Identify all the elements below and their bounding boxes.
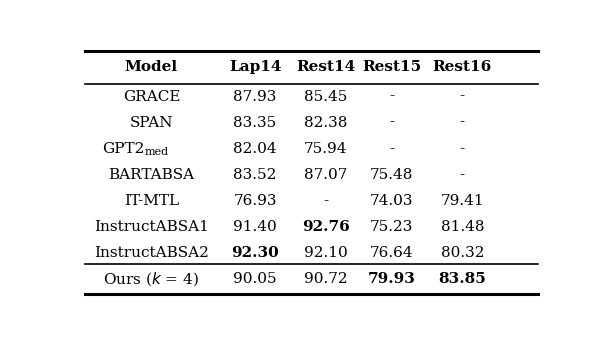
Text: 82.04: 82.04 (233, 142, 277, 156)
Text: 87.93: 87.93 (233, 90, 277, 104)
Text: 90.72: 90.72 (304, 272, 348, 286)
Text: 83.35: 83.35 (233, 116, 277, 130)
Text: 76.93: 76.93 (233, 194, 277, 208)
Text: InstructABSA1: InstructABSA1 (94, 220, 209, 234)
Text: 75.23: 75.23 (370, 220, 413, 234)
Text: -: - (389, 142, 394, 156)
Text: 82.38: 82.38 (304, 116, 347, 130)
Text: -: - (389, 90, 394, 104)
Text: 90.05: 90.05 (233, 272, 277, 286)
Text: -: - (460, 116, 465, 130)
Text: Model: Model (125, 61, 178, 74)
Text: 79.41: 79.41 (441, 194, 484, 208)
Text: 80.32: 80.32 (441, 246, 484, 260)
Text: 92.30: 92.30 (231, 246, 279, 260)
Text: GPT2: GPT2 (102, 142, 144, 156)
Text: Ours ($k$ = 4): Ours ($k$ = 4) (103, 270, 199, 288)
Text: 83.85: 83.85 (438, 272, 486, 286)
Text: 75.94: 75.94 (304, 142, 348, 156)
Text: GRACE: GRACE (123, 90, 180, 104)
Text: 87.07: 87.07 (304, 168, 347, 182)
Text: Rest16: Rest16 (433, 61, 492, 74)
Text: Rest14: Rest14 (296, 61, 355, 74)
Text: 92.10: 92.10 (304, 246, 348, 260)
Text: Lap14: Lap14 (229, 61, 282, 74)
Text: 91.40: 91.40 (233, 220, 277, 234)
Text: 85.45: 85.45 (304, 90, 347, 104)
Text: 83.52: 83.52 (233, 168, 277, 182)
Text: InstructABSA2: InstructABSA2 (94, 246, 209, 260)
Text: 79.93: 79.93 (368, 272, 416, 286)
Text: -: - (460, 168, 465, 182)
Text: 81.48: 81.48 (441, 220, 484, 234)
Text: -: - (323, 194, 328, 208)
Text: IT-MTL: IT-MTL (124, 194, 179, 208)
Text: 76.64: 76.64 (370, 246, 413, 260)
Text: Rest15: Rest15 (362, 61, 421, 74)
Text: SPAN: SPAN (130, 116, 173, 130)
Text: -: - (389, 116, 394, 130)
Text: BARTABSA: BARTABSA (108, 168, 195, 182)
Text: 74.03: 74.03 (370, 194, 413, 208)
Text: 75.48: 75.48 (370, 168, 413, 182)
Text: -: - (460, 142, 465, 156)
Text: -: - (460, 90, 465, 104)
Text: med: med (145, 147, 169, 157)
Text: 92.76: 92.76 (302, 220, 350, 234)
